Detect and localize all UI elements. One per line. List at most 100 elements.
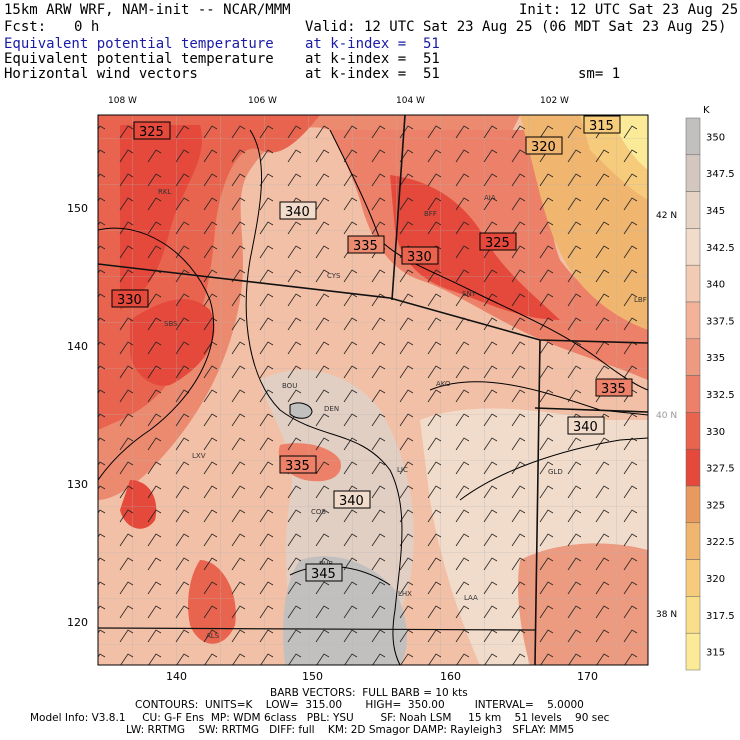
contour-label: 335 [595, 378, 633, 397]
barb-legend: BARB VECTORS: FULL BARB = 10 kts [270, 687, 468, 699]
lat-label: 40 N [656, 411, 677, 421]
city-label: LBF [634, 296, 647, 304]
colorbar-label: 332.5 [706, 390, 735, 401]
colorbar-label: 345 [706, 206, 725, 217]
init-time: Init: 12 UTC Sat 23 Aug 25 [519, 2, 739, 18]
svg-text:330: 330 [117, 293, 142, 308]
colorbar-swatch [685, 338, 701, 376]
colorbar-swatch [685, 154, 701, 192]
contour-label: 315 [583, 115, 621, 134]
model-title: 15km ARW WRF, NAM-init -- NCAR/MMM [4, 2, 291, 18]
field-1-level: at k-index = 51 [305, 36, 440, 52]
forecast-hour: 0 h [74, 19, 100, 35]
svg-text:315: 315 [589, 119, 614, 134]
field-3-name: Horizontal wind vectors [4, 66, 198, 82]
contour-label: 335 [347, 235, 385, 254]
y-tick: 130 [67, 478, 88, 491]
colorbar-swatch [685, 191, 701, 229]
field-2-name: Equivalent potential temperature [4, 51, 274, 67]
svg-text:335: 335 [601, 382, 626, 397]
colorbar-swatch [685, 485, 701, 524]
svg-text:330: 330 [407, 250, 432, 265]
colorbar-swatch [685, 559, 701, 597]
city-label: BFF [424, 210, 437, 218]
svg-text:345: 345 [311, 567, 336, 582]
lon-label: 108 W [108, 96, 137, 106]
svg-text:340: 340 [573, 420, 598, 435]
colorbar-label: 335 [706, 353, 725, 364]
contour-label: 340 [567, 416, 605, 435]
lat-label: 42 N [656, 211, 677, 221]
city-label: BOU [282, 382, 297, 390]
map-frame [97, 114, 649, 666]
city-label: DEN [324, 405, 339, 413]
city-label: LAA [464, 594, 478, 602]
colorbar-swatch [685, 375, 701, 413]
contour-label: 320 [525, 136, 563, 155]
x-tick: 170 [577, 670, 598, 683]
city-label: AIA [484, 194, 496, 202]
y-tick: 120 [67, 616, 88, 629]
x-axis-ticks: 140 150 160 170 [166, 670, 598, 683]
city-label: COS [311, 508, 326, 516]
contour-label: 325 [479, 232, 517, 251]
field-3-level: at k-index = 51 [305, 66, 440, 82]
field-2-level: at k-index = 51 [305, 51, 440, 67]
colorbar-swatch [685, 228, 701, 266]
colorbar-label: 327.5 [706, 464, 735, 475]
colorbar-swatch [685, 264, 701, 303]
contour-label: 340 [333, 490, 371, 509]
colorbar-label: 330 [706, 427, 725, 438]
city-label: GLD [548, 468, 563, 476]
theta-e-field [98, 115, 648, 665]
lat-label: 38 N [656, 610, 677, 620]
physics-info: LW: RRTMG SW: RRTMG DIFF: full KM: 2D Sm… [126, 724, 575, 736]
colorbar-swatch [685, 632, 701, 671]
colorbar-swatch [685, 448, 701, 487]
svg-text:340: 340 [285, 205, 310, 220]
smoothing-label: sm= 1 [578, 66, 621, 82]
colorbar-label: 322.5 [706, 537, 735, 548]
svg-text:335: 335 [353, 239, 378, 254]
contour-label: 330 [401, 246, 439, 265]
colorbar-label: 320 [706, 574, 725, 585]
city-label: RKL [158, 188, 171, 196]
city-label: AKO [436, 380, 451, 388]
field-1-name: Equivalent potential temperature [4, 36, 274, 52]
contour-info: CONTOURS: UNITS=K LOW= 315.00 HIGH= 350.… [135, 699, 584, 711]
colorbar-label: 317.5 [706, 611, 735, 622]
contour-label: 330 [111, 289, 149, 308]
lon-label: 106 W [248, 96, 277, 106]
contour-label: 325 [133, 121, 171, 140]
svg-text:340: 340 [339, 494, 364, 509]
x-tick: 160 [440, 670, 461, 683]
svg-text:325: 325 [485, 236, 510, 251]
colorbar-swatch [685, 412, 701, 450]
lon-labels: 108 W 106 W 104 W 102 W [108, 96, 569, 106]
colorbar-label: 325 [706, 500, 725, 511]
lon-label: 102 W [540, 96, 569, 106]
colorbar-swatch [685, 596, 701, 634]
contour-label: 345 [305, 563, 343, 582]
forecast-label: Fcst: [4, 19, 47, 35]
lon-label: 104 W [396, 96, 425, 106]
city-label: SNY [462, 290, 477, 298]
city-label: LHX [398, 590, 412, 598]
colorbar-label: 337.5 [706, 316, 735, 327]
x-tick: 150 [302, 670, 323, 683]
lat-labels: 42 N 40 N 38 N [656, 211, 677, 620]
colorbar-label: 350 [706, 132, 725, 143]
colorbar-swatch [685, 301, 701, 340]
city-label: ALS [206, 632, 220, 640]
y-tick: 150 [67, 202, 88, 215]
colorbar-label: 315 [706, 648, 725, 659]
contour-label: 335 [279, 455, 317, 474]
colorbar-label: 342.5 [706, 243, 735, 254]
city-label: LXV [192, 452, 206, 460]
svg-text:325: 325 [139, 125, 164, 140]
svg-text:320: 320 [531, 140, 556, 155]
colorbar-swatch [685, 117, 701, 156]
y-tick: 140 [67, 340, 88, 353]
colorbar-label: 347.5 [706, 169, 735, 180]
